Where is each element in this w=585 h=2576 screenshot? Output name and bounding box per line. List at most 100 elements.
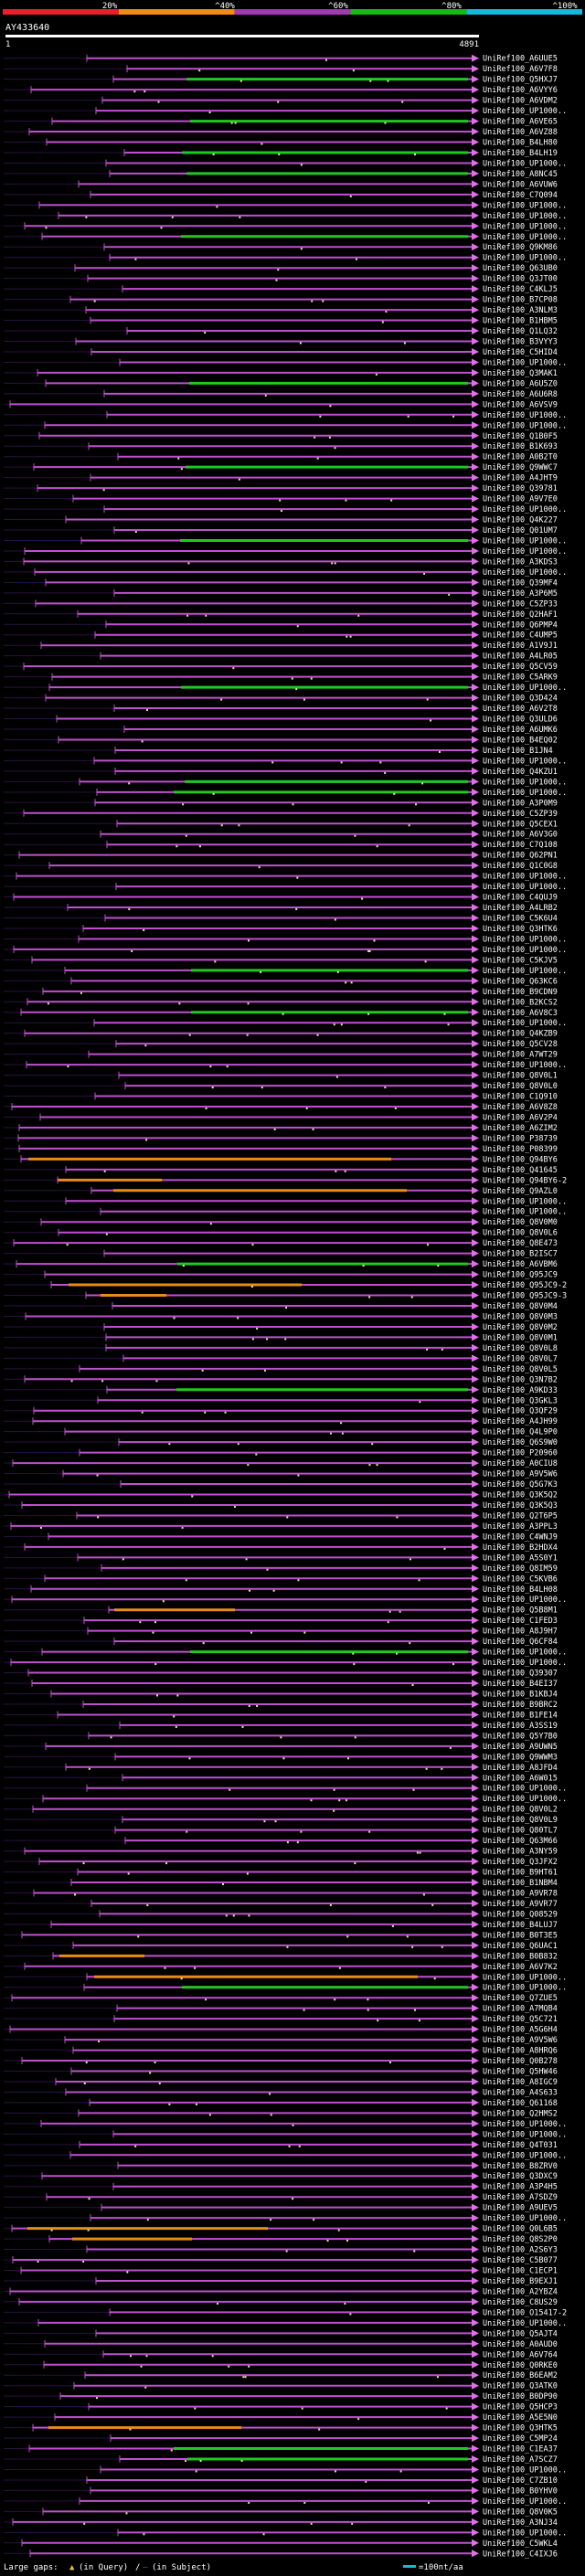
hit-label[interactable]: UniRef100_UP1000..	[483, 778, 567, 787]
hit-label[interactable]: UniRef100_A9V5W6	[483, 1470, 558, 1479]
hit-label[interactable]: UniRef100_A7SDZ9	[483, 2193, 558, 2202]
hit-label[interactable]: UniRef100_B0B832	[483, 1952, 558, 1961]
hit-label[interactable]: UniRef100_UP1000..	[483, 107, 567, 116]
hit-label[interactable]: UniRef100_Q2HAF1	[483, 610, 558, 620]
hit-label[interactable]: UniRef100_B2ISC7	[483, 1250, 558, 1259]
hit-label[interactable]: UniRef100_Q5CV59	[483, 663, 558, 672]
hit-label[interactable]: UniRef100_Q80TL7	[483, 1827, 558, 1836]
hit-label[interactable]: UniRef100_B0YHV0	[483, 2486, 558, 2496]
hit-label[interactable]: UniRef100_A6ZIM2	[483, 1124, 558, 1133]
hit-label[interactable]: UniRef100_B9CDN9	[483, 988, 558, 997]
hit-label[interactable]: UniRef100_A3SS19	[483, 1722, 558, 1731]
hit-label[interactable]: UniRef100_Q2T6P5	[483, 1511, 558, 1521]
hit-label[interactable]: UniRef100_Q1B0F5	[483, 432, 558, 441]
hit-label[interactable]: UniRef100_Q1C0G8	[483, 862, 558, 871]
hit-label[interactable]: UniRef100_Q7ZUE5	[483, 1994, 558, 2003]
hit-label[interactable]: UniRef100_A7MQB4	[483, 2005, 558, 2014]
hit-label[interactable]: UniRef100_A9V5W6	[483, 2036, 558, 2045]
hit-label[interactable]: UniRef100_Q3GKL3	[483, 1396, 558, 1405]
hit-label[interactable]: UniRef100_A4LR05	[483, 652, 558, 662]
hit-label[interactable]: UniRef100_A3P0M9	[483, 799, 558, 808]
hit-label[interactable]: UniRef100_Q4T031	[483, 2141, 558, 2150]
hit-label[interactable]: UniRef100_A3P4H5	[483, 2183, 558, 2192]
hit-label[interactable]: UniRef100_B0DP90	[483, 2392, 558, 2401]
hit-label[interactable]: UniRef100_UP1000..	[483, 254, 567, 263]
hit-label[interactable]: UniRef100_UP1000..	[483, 233, 567, 242]
hit-label[interactable]: UniRef100_Q2HMS2	[483, 2109, 558, 2118]
hit-label[interactable]: UniRef100_Q95JC9-2	[483, 1281, 567, 1290]
hit-label[interactable]: UniRef100_A0B2T0	[483, 453, 558, 462]
hit-label[interactable]: UniRef100_C5HID4	[483, 348, 558, 357]
hit-label[interactable]: UniRef100_B3VYY3	[483, 338, 558, 347]
hit-label[interactable]: UniRef100_Q3DXC9	[483, 2172, 558, 2181]
hit-label[interactable]: UniRef100_Q63KC6	[483, 977, 558, 986]
hit-label[interactable]: UniRef100_Q9AZL0	[483, 1187, 558, 1196]
hit-label[interactable]: UniRef100_Q39781	[483, 484, 558, 493]
hit-label[interactable]: UniRef100_Q08529	[483, 1910, 558, 1919]
hit-label[interactable]: UniRef100_A7SCZ7	[483, 2455, 558, 2465]
hit-label[interactable]: UniRef100_Q8V0M3	[483, 1312, 558, 1321]
hit-label[interactable]: UniRef100_Q5HW46	[483, 2068, 558, 2077]
hit-label[interactable]: UniRef100_C5WKL4	[483, 2539, 558, 2549]
hit-label[interactable]: UniRef100_Q8V0L8	[483, 1344, 558, 1353]
hit-label[interactable]: UniRef100_B8ZRV0	[483, 2162, 558, 2171]
hit-label[interactable]: UniRef100_Q8V0L7	[483, 1354, 558, 1363]
hit-label[interactable]: UniRef100_A5S0Y1	[483, 1553, 558, 1563]
hit-label[interactable]: UniRef100_Q8V0M1	[483, 1333, 558, 1342]
hit-label[interactable]: UniRef100_C1FED3	[483, 1617, 558, 1626]
hit-label[interactable]: UniRef100_A6V2P4	[483, 1113, 558, 1122]
hit-label[interactable]: UniRef100_B1NBM4	[483, 1879, 558, 1888]
hit-label[interactable]: UniRef100_Q39307	[483, 1670, 558, 1679]
hit-label[interactable]: UniRef100_UP1000..	[483, 2497, 567, 2507]
hit-label[interactable]: UniRef100_UP1000..	[483, 358, 567, 367]
hit-label[interactable]: UniRef100_C1EA37	[483, 2445, 558, 2454]
hit-label[interactable]: UniRef100_Q61168	[483, 2099, 558, 2108]
hit-label[interactable]: UniRef100_UP1000..	[483, 757, 567, 766]
hit-label[interactable]: UniRef100_UP1000..	[483, 212, 567, 221]
hit-label[interactable]: UniRef100_A6V7F8	[483, 65, 558, 74]
hit-label[interactable]: UniRef100_Q5CV28	[483, 1040, 558, 1049]
hit-label[interactable]: UniRef100_A6W015	[483, 1774, 558, 1783]
hit-label[interactable]: UniRef100_Q95JC9	[483, 1271, 558, 1280]
hit-label[interactable]: UniRef100_Q8V0L6	[483, 1229, 558, 1238]
hit-label[interactable]: UniRef100_Q62PN1	[483, 852, 558, 861]
hit-label[interactable]: UniRef100_B9HT61	[483, 1869, 558, 1878]
hit-label[interactable]: UniRef100_P20960	[483, 1449, 558, 1458]
hit-label[interactable]: UniRef100_UP1000..	[483, 2319, 567, 2328]
hit-label[interactable]: UniRef100_Q8V0L0	[483, 1082, 558, 1091]
hit-label[interactable]: UniRef100_Q8V0M2	[483, 1323, 558, 1332]
hit-label[interactable]: UniRef100_A6V8Z8	[483, 1103, 558, 1112]
hit-label[interactable]: UniRef100_A6VDM2	[483, 97, 558, 106]
hit-label[interactable]: UniRef100_Q5AJT4	[483, 2329, 558, 2338]
hit-label[interactable]: UniRef100_UP1000..	[483, 1795, 567, 1804]
hit-label[interactable]: UniRef100_A3NY59	[483, 1848, 558, 1857]
hit-label[interactable]: UniRef100_UP1000..	[483, 2528, 567, 2538]
hit-label[interactable]: UniRef100_C4UMP5	[483, 631, 558, 641]
hit-label[interactable]: UniRef100_Q8V0M0	[483, 1218, 558, 1227]
hit-label[interactable]: UniRef100_Q9WWC7	[483, 463, 558, 472]
hit-label[interactable]: UniRef100_A6UUE5	[483, 55, 558, 64]
hit-label[interactable]: UniRef100_A9UEV5	[483, 2204, 558, 2213]
hit-label[interactable]: UniRef100_Q0L6B5	[483, 2225, 558, 2234]
hit-label[interactable]: UniRef100_B9BRC2	[483, 1701, 558, 1710]
hit-label[interactable]: UniRef100_C4WNJ9	[483, 1532, 558, 1542]
hit-label[interactable]: UniRef100_O15417-2	[483, 2308, 567, 2317]
hit-label[interactable]: UniRef100_A4LRB2	[483, 904, 558, 913]
hit-label[interactable]: UniRef100_UP1000..	[483, 1973, 567, 1982]
hit-label[interactable]: UniRef100_A6U6R8	[483, 390, 558, 399]
hit-label[interactable]: UniRef100_Q41645	[483, 1166, 558, 1175]
hit-label[interactable]: UniRef100_C4IXJ6	[483, 2549, 558, 2559]
hit-label[interactable]: UniRef100_C8US29	[483, 2298, 558, 2307]
hit-label[interactable]: UniRef100_A3NLM3	[483, 306, 558, 315]
hit-label[interactable]: UniRef100_A0AUD0	[483, 2340, 558, 2349]
hit-label[interactable]: UniRef100_Q94BY6-2	[483, 1176, 567, 1185]
hit-label[interactable]: UniRef100_A6UMK6	[483, 726, 558, 735]
hit-label[interactable]: UniRef100_Q3HTK6	[483, 925, 558, 934]
hit-label[interactable]: UniRef100_A2S6Y3	[483, 2246, 558, 2255]
hit-label[interactable]: UniRef100_Q5G7K3	[483, 1480, 558, 1489]
hit-label[interactable]: UniRef100_C5ZP33	[483, 599, 558, 609]
hit-label[interactable]: UniRef100_Q3QF29	[483, 1407, 558, 1416]
hit-label[interactable]: UniRef100_A4JH99	[483, 1417, 558, 1426]
hit-label[interactable]: UniRef100_A0CIU8	[483, 1459, 558, 1468]
hit-label[interactable]: UniRef100_UP1000..	[483, 2130, 567, 2139]
